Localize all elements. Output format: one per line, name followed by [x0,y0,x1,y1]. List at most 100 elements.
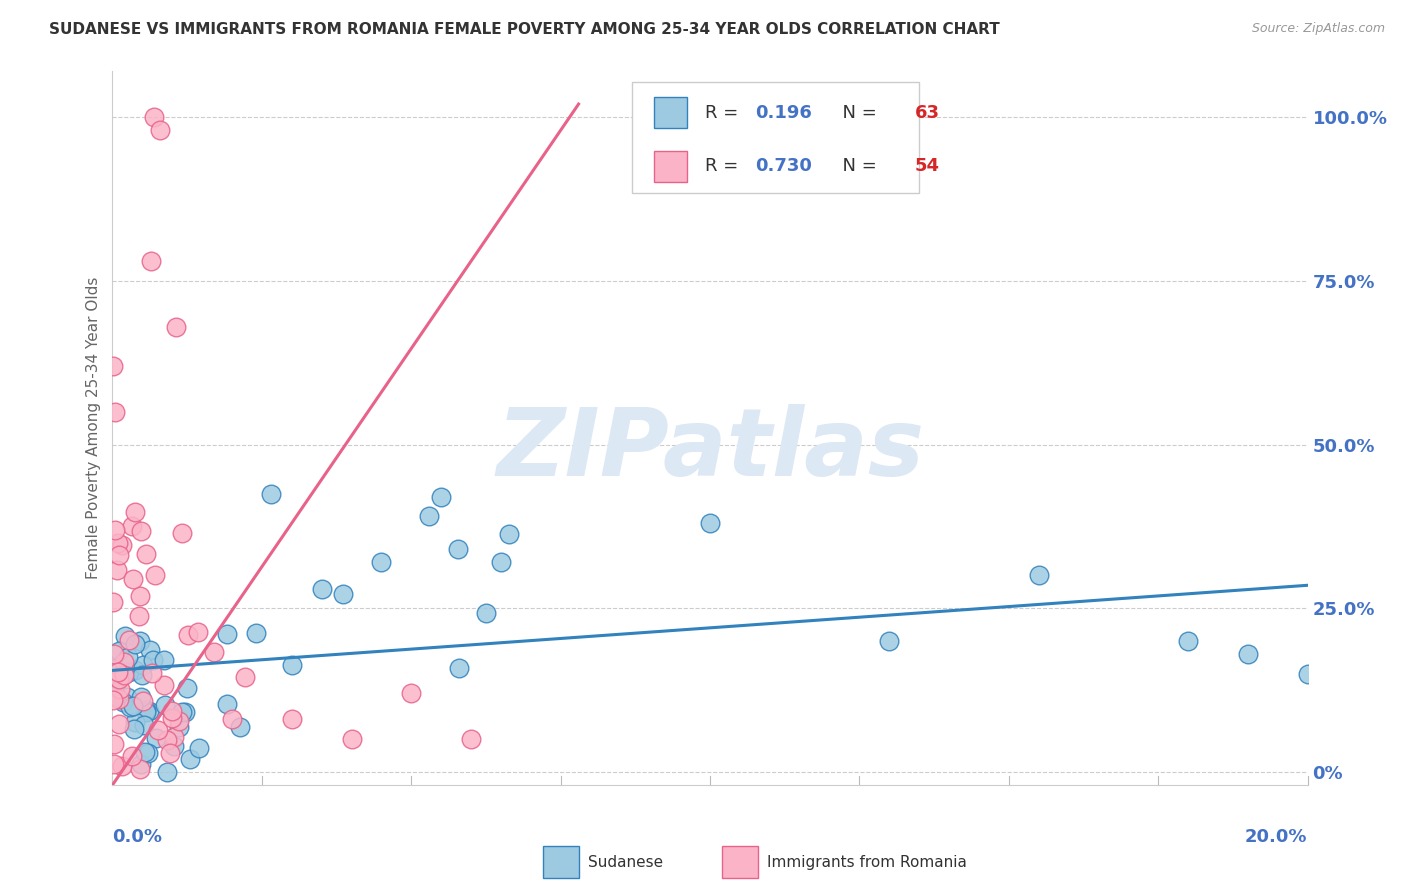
Text: 0.0%: 0.0% [112,828,163,846]
Text: 20.0%: 20.0% [1246,828,1308,846]
Point [110,681,132,696]
Point [142,653,165,667]
Point [165,319,187,334]
Point [281,713,304,727]
Point [110,758,132,772]
Point [159,746,181,760]
Point [112,668,135,682]
Text: 54: 54 [914,157,939,175]
Point [245,626,267,640]
Text: SUDANESE VS IMMIGRANTS FROM ROMANIA FEMALE POVERTY AMONG 25-34 YEAR OLDS CORRELA: SUDANESE VS IMMIGRANTS FROM ROMANIA FEMA… [49,22,1000,37]
Point [217,697,239,711]
Point [124,637,146,651]
Bar [723,846,758,878]
Bar [654,151,688,182]
Point [460,732,482,747]
Point [204,645,226,659]
Point [1296,666,1319,681]
Point [143,110,166,124]
Bar [543,846,579,878]
Point [129,757,152,772]
Point [132,694,155,708]
Point [169,714,191,729]
Point [124,505,146,519]
Point [121,748,143,763]
Point [143,568,166,582]
Point [121,518,143,533]
Point [188,741,211,756]
Text: N =: N = [831,103,882,121]
Point [152,678,174,692]
Point [489,555,512,569]
Point [112,656,135,670]
Point [699,516,721,530]
Point [332,587,354,601]
Point [156,733,179,747]
Point [103,647,125,661]
Text: R =: R = [706,103,744,121]
Point [879,634,901,648]
Point [101,692,124,706]
Point [217,627,239,641]
Point [160,711,183,725]
Point [135,703,157,717]
Point [124,715,146,730]
Point [176,628,198,642]
Point [103,405,125,419]
Text: R =: R = [706,157,744,175]
Text: N =: N = [831,157,882,175]
Point [117,633,139,648]
Point [229,720,252,734]
Text: ZIPatlas: ZIPatlas [496,403,924,496]
Point [105,673,128,688]
Point [221,713,243,727]
Point [1237,647,1260,661]
Point [145,731,167,745]
Point [117,690,139,704]
Point [128,608,150,623]
Point [163,730,186,744]
Point [122,698,145,713]
Point [172,705,194,719]
Point [118,665,141,679]
Point [103,680,125,694]
Point [135,547,157,561]
Bar [654,97,688,128]
Point [134,745,156,759]
Text: Sudanese: Sudanese [588,855,664,870]
Point [156,764,179,779]
Point [167,720,190,734]
Point [104,690,127,704]
Point [138,704,160,718]
Point [117,650,139,665]
Text: 0.196: 0.196 [755,103,813,121]
Point [101,359,124,373]
Point [418,508,440,523]
FancyBboxPatch shape [633,82,920,193]
Point [141,665,163,680]
Point [163,739,186,753]
Text: 63: 63 [914,103,939,121]
Point [449,661,471,675]
Point [149,123,172,137]
Point [114,629,136,643]
Point [112,666,135,681]
Point [131,658,153,673]
Point [401,686,423,700]
Point [107,665,129,679]
Point [131,667,153,681]
Point [160,704,183,718]
Text: Source: ZipAtlas.com: Source: ZipAtlas.com [1251,22,1385,36]
Point [128,589,150,603]
Point [129,634,152,648]
Point [108,672,131,686]
Point [233,670,256,684]
Point [155,698,177,713]
Text: 0.730: 0.730 [755,157,813,175]
Point [340,732,363,747]
Point [105,661,128,675]
Point [122,572,145,586]
Point [107,536,129,550]
Point [136,746,159,760]
Point [108,692,131,706]
